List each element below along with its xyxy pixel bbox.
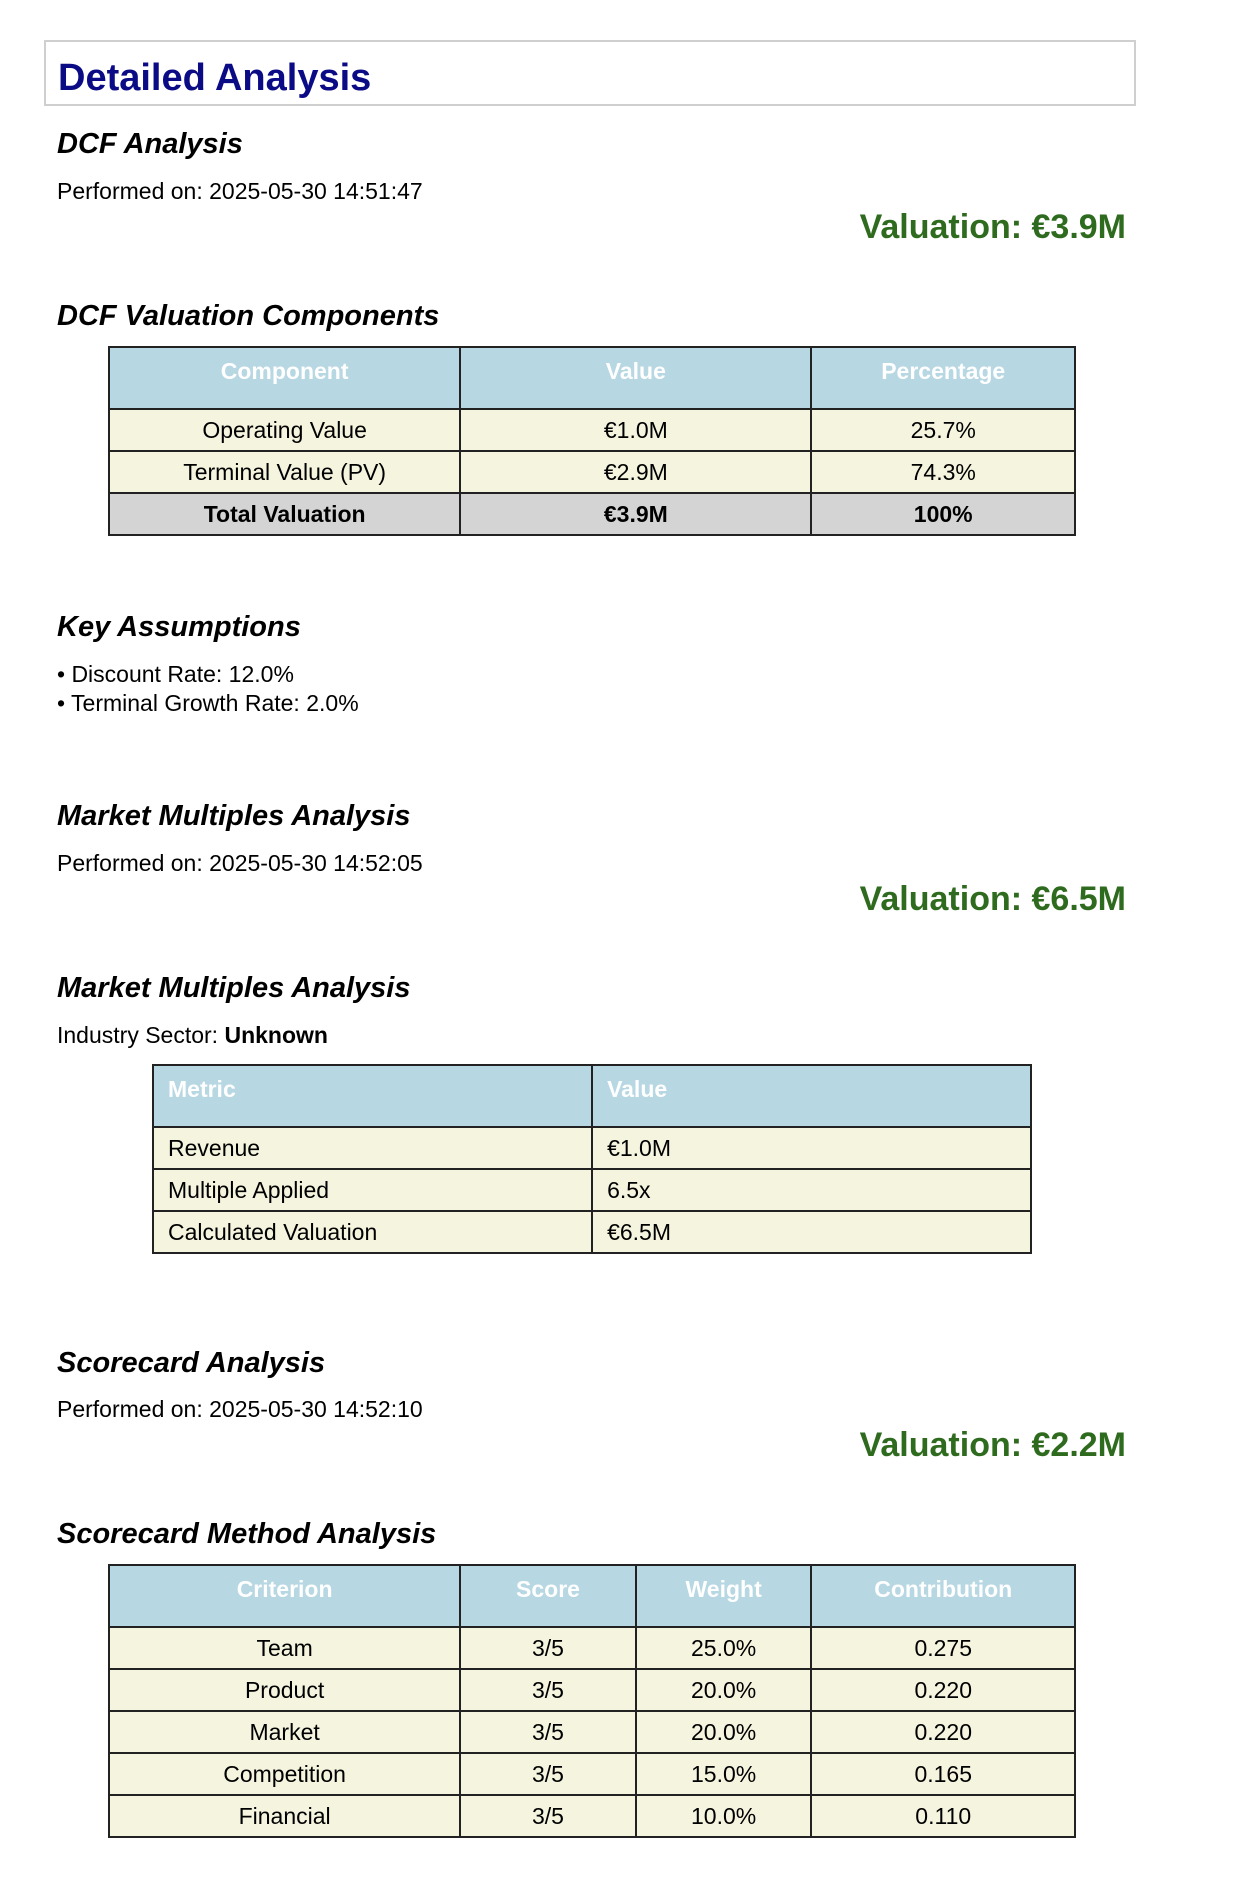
table-cell: 15.0% [634, 1752, 813, 1796]
column-header: Component [107, 346, 462, 410]
column-header: Contribution [810, 1564, 1076, 1628]
table-cell: €3.9M [459, 492, 813, 536]
table-row: Competition 3/5 15.0% 0.165 [107, 1752, 1076, 1796]
table-cell: 0.110 [810, 1794, 1076, 1838]
table-row: Terminal Value (PV) €2.9M 74.3% [107, 450, 1076, 494]
table-cell: 6.5x [591, 1168, 1032, 1212]
table-cell: Total Valuation [107, 492, 462, 536]
multiples-table: Metric Value Revenue €1.0M Multiple Appl… [151, 1064, 1032, 1254]
scorecard-valuation: Valuation: €2.2M [859, 1426, 1126, 1464]
scorecard-performed-date: Performed on: 2025-05-30 14:52:10 [57, 1396, 423, 1422]
column-header: Metric [151, 1064, 594, 1128]
multiples-valuation: Valuation: €6.5M [859, 880, 1126, 918]
multiples-sub-heading: Market Multiples Analysis [57, 972, 411, 1004]
table-cell: Calculated Valuation [151, 1210, 594, 1254]
table-header-row: Criterion Score Weight Contribution [107, 1564, 1076, 1628]
industry-sector-value: Unknown [224, 1022, 328, 1048]
table-cell: 0.275 [810, 1626, 1076, 1670]
table-cell: €2.9M [459, 450, 813, 494]
table-row: Market 3/5 20.0% 0.220 [107, 1710, 1076, 1754]
table-cell: Operating Value [107, 408, 462, 452]
table-cell: Team [107, 1626, 462, 1670]
table-cell: €1.0M [459, 408, 813, 452]
table-row: Operating Value €1.0M 25.7% [107, 408, 1076, 452]
table-row: Multiple Applied 6.5x [151, 1168, 1032, 1212]
table-cell: 100% [810, 492, 1076, 536]
table-total-row: Total Valuation €3.9M 100% [107, 492, 1076, 536]
table-cell: 25.7% [810, 408, 1076, 452]
scorecard-method-heading: Scorecard Method Analysis [57, 1518, 437, 1550]
table-row: Calculated Valuation €6.5M [151, 1210, 1032, 1254]
page-title: Detailed Analysis [58, 57, 372, 99]
table-cell: 3/5 [459, 1668, 637, 1712]
table-cell: 0.220 [810, 1710, 1076, 1754]
column-header: Score [459, 1564, 637, 1628]
column-header: Value [591, 1064, 1032, 1128]
column-header: Weight [634, 1564, 813, 1628]
table-cell: 3/5 [459, 1710, 637, 1754]
dcf-components-heading: DCF Valuation Components [57, 300, 440, 332]
table-cell: Terminal Value (PV) [107, 450, 462, 494]
table-cell: Financial [107, 1794, 462, 1838]
table-cell: 10.0% [634, 1794, 813, 1838]
table-cell: 0.165 [810, 1752, 1076, 1796]
dcf-performed-date: Performed on: 2025-05-30 14:51:47 [57, 178, 423, 204]
column-header: Percentage [810, 346, 1076, 410]
table-row: Revenue €1.0M [151, 1126, 1032, 1170]
table-cell: Product [107, 1668, 462, 1712]
table-cell: Market [107, 1710, 462, 1754]
page-title-box: Detailed Analysis [44, 40, 1136, 106]
dcf-components-table: Component Value Percentage Operating Val… [107, 346, 1076, 536]
table-cell: 74.3% [810, 450, 1076, 494]
column-header: Criterion [107, 1564, 462, 1628]
table-row: Product 3/5 20.0% 0.220 [107, 1668, 1076, 1712]
industry-sector: Industry Sector: Unknown [57, 1022, 328, 1049]
scorecard-heading: Scorecard Analysis [57, 1347, 326, 1379]
table-cell: 3/5 [459, 1752, 637, 1796]
multiples-performed-date: Performed on: 2025-05-30 14:52:05 [57, 850, 423, 876]
table-cell: 3/5 [459, 1794, 637, 1838]
dcf-heading: DCF Analysis [57, 128, 243, 160]
scorecard-table: Criterion Score Weight Contribution Team… [107, 1564, 1076, 1838]
table-cell: Competition [107, 1752, 462, 1796]
key-assumptions-heading: Key Assumptions [57, 611, 301, 643]
table-cell: €1.0M [591, 1126, 1032, 1170]
industry-sector-label: Industry Sector: [57, 1022, 225, 1048]
table-header-row: Metric Value [151, 1064, 1032, 1128]
table-header-row: Component Value Percentage [107, 346, 1076, 410]
table-cell: 25.0% [634, 1626, 813, 1670]
table-cell: €6.5M [591, 1210, 1032, 1254]
table-cell: Multiple Applied [151, 1168, 594, 1212]
table-row: Team 3/5 25.0% 0.275 [107, 1626, 1076, 1670]
table-cell: 3/5 [459, 1626, 637, 1670]
table-cell: 0.220 [810, 1668, 1076, 1712]
table-cell: 20.0% [634, 1710, 813, 1754]
dcf-valuation: Valuation: €3.9M [859, 208, 1126, 246]
column-header: Value [459, 346, 813, 410]
multiples-heading: Market Multiples Analysis [57, 800, 411, 832]
table-cell: 20.0% [634, 1668, 813, 1712]
assumption-item: • Discount Rate: 12.0% [57, 661, 294, 687]
table-cell: Revenue [151, 1126, 594, 1170]
table-row: Financial 3/5 10.0% 0.110 [107, 1794, 1076, 1838]
assumption-item: • Terminal Growth Rate: 2.0% [57, 690, 359, 716]
